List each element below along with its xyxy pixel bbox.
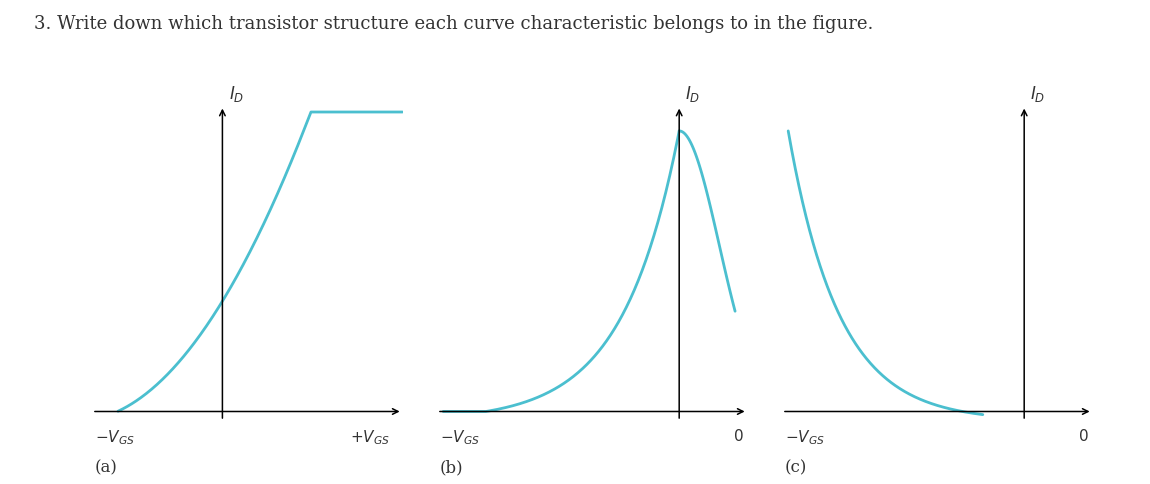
Text: $I_D$: $I_D$ xyxy=(1030,83,1045,104)
Text: $0$: $0$ xyxy=(1078,427,1089,443)
Text: $I_D$: $I_D$ xyxy=(685,83,700,104)
Text: (c): (c) xyxy=(785,459,807,476)
Text: (a): (a) xyxy=(95,459,118,476)
Text: $-V_{GS}$: $-V_{GS}$ xyxy=(95,427,135,446)
Text: (b): (b) xyxy=(440,459,463,476)
Text: $-V_{GS}$: $-V_{GS}$ xyxy=(440,427,480,446)
Text: $-V_{GS}$: $-V_{GS}$ xyxy=(785,427,825,446)
Text: $+V_{GS}$: $+V_{GS}$ xyxy=(351,427,390,446)
Text: $I_D$: $I_D$ xyxy=(229,83,244,104)
Text: 3. Write down which transistor structure each curve characteristic belongs to in: 3. Write down which transistor structure… xyxy=(34,15,874,32)
Text: $0$: $0$ xyxy=(733,427,744,443)
